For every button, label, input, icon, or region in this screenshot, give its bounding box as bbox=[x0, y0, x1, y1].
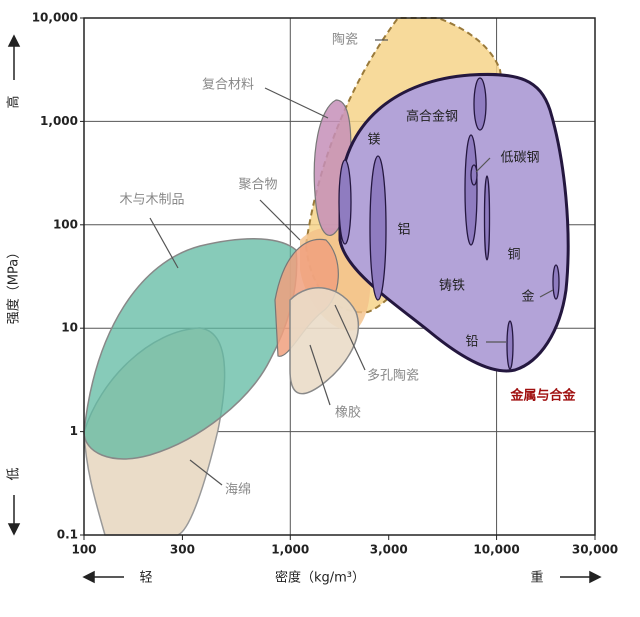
region-rubber bbox=[289, 287, 359, 395]
metal-label: 铝 bbox=[397, 223, 410, 238]
x-low: 轻 bbox=[139, 571, 152, 586]
region-wood bbox=[83, 238, 298, 460]
mg bbox=[338, 159, 352, 245]
region-label: 聚合物 bbox=[238, 178, 277, 193]
x-tick-label: 3,000 bbox=[370, 543, 408, 557]
region-metals bbox=[338, 72, 570, 373]
y-tick-label: 10,000 bbox=[32, 11, 78, 25]
region-label: 复合材料 bbox=[202, 78, 254, 93]
metal-label: 金 bbox=[521, 289, 534, 305]
y-axis-title: 强度（MPa） bbox=[6, 246, 22, 324]
y-tick-label: 100 bbox=[53, 217, 78, 231]
x-high: 重 bbox=[530, 570, 543, 586]
x-tick-label: 10,000 bbox=[473, 543, 519, 557]
region-label: 橡胶 bbox=[335, 405, 361, 421]
x-tick-label: 30,000 bbox=[572, 543, 618, 557]
y-tick-label: 10 bbox=[61, 321, 78, 335]
au bbox=[552, 264, 560, 300]
pb bbox=[506, 320, 514, 370]
metal-label: 铜 bbox=[507, 248, 520, 263]
metal-label: 低碳钢 bbox=[500, 151, 539, 166]
steel bbox=[473, 77, 487, 131]
leaders bbox=[149, 39, 554, 486]
region-label: 陶瓷 bbox=[332, 32, 358, 48]
region-label: 金属与合金 bbox=[509, 388, 576, 404]
metal-label: 铸铁 bbox=[439, 278, 465, 294]
al bbox=[369, 155, 387, 301]
cast-iron bbox=[464, 134, 478, 246]
metal-label: 铅 bbox=[465, 335, 478, 350]
y-tick-label: 1 bbox=[70, 424, 78, 438]
arrows bbox=[7, 34, 602, 584]
x-tick-label: 100 bbox=[71, 543, 96, 557]
metal-label: 高合金钢 bbox=[406, 109, 458, 125]
x-tick-label: 1,000 bbox=[271, 543, 309, 557]
y-high: 高 bbox=[6, 95, 22, 108]
plot-frame bbox=[83, 17, 596, 536]
region-label: 木与木制品 bbox=[119, 193, 184, 208]
low-carbon bbox=[470, 164, 478, 186]
metal-shapes bbox=[338, 77, 560, 370]
metal-label: 镁 bbox=[367, 133, 380, 148]
region-label: 多孔陶瓷 bbox=[367, 368, 419, 384]
cu bbox=[483, 175, 491, 261]
x-axis-title: 密度（kg/m³） bbox=[275, 570, 365, 586]
y-low: 低 bbox=[7, 467, 22, 480]
y-tick-label: 1,000 bbox=[40, 114, 78, 128]
x-tick-label: 300 bbox=[170, 543, 195, 557]
y-tick-label: 0.1 bbox=[57, 528, 78, 542]
region-label: 海绵 bbox=[225, 483, 251, 498]
